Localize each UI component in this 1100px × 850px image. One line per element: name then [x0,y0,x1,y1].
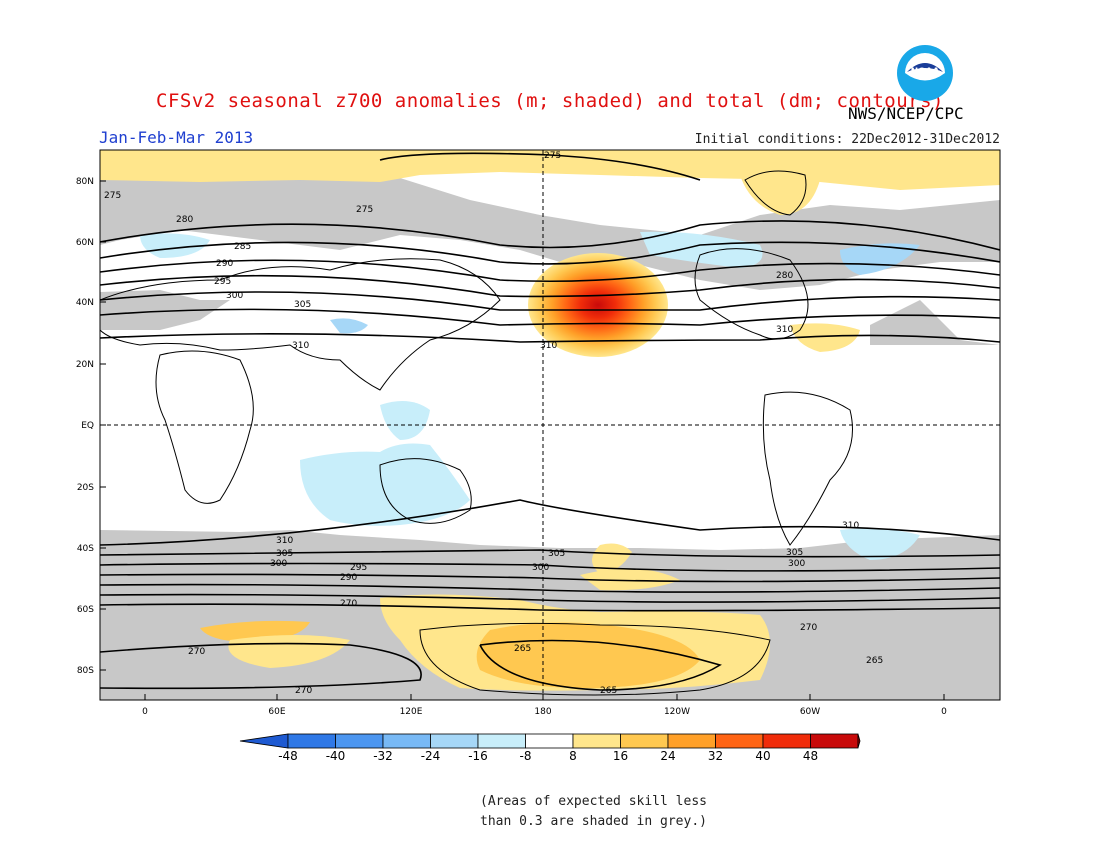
contour-label: 280 [176,215,193,225]
colorbar-box [620,733,669,749]
colorbar-tick-label: -32 [373,749,393,763]
noaa-logo: NOAA [897,45,953,101]
season-label: Jan-Feb-Mar 2013 [99,128,254,147]
colorbar-arrow-right [857,733,861,749]
contour-label: 300 [226,291,243,301]
colorbar-tick-label: 32 [708,749,723,763]
agency-label: NWS/NCEP/CPC [848,104,964,123]
colorbar-tick-label: -24 [421,749,441,763]
coastlines [100,170,853,696]
contour-label: 270 [295,686,312,696]
colorbar-tick-label: 16 [613,749,628,763]
latitude-axis: 80N 60N 40N 20N EQ 20S 40S 60S 80S [76,177,106,676]
contour-label: 305 [548,549,565,559]
map-plot-area: 275 280 285 290 295 300 305 310 275 310 … [100,150,1000,700]
contour-label: 310 [540,341,557,351]
lon-tick-label: 180 [534,707,551,717]
contour-label: 275 [544,151,561,161]
contour-label: 270 [800,623,817,633]
colorbar-box [810,733,859,749]
contour-label: 265 [600,686,617,696]
contour-label: 265 [866,656,883,666]
contour-label: 310 [276,536,293,546]
contour-label: 265 [514,644,531,654]
colorbar-box [335,733,384,749]
lon-tick-label: 0 [941,707,947,717]
contour-label: 310 [292,341,309,351]
colorbar-tick-label: 8 [569,749,577,763]
lat-tick-label: 20N [76,360,94,370]
colorbar-tick-label: -16 [468,749,488,763]
contour-label: 270 [188,647,205,657]
colorbar-box [477,733,526,749]
height-contours [100,152,1000,691]
colorbar-box [667,733,716,749]
lat-tick-label: EQ [81,421,94,431]
lat-tick-label: 80N [76,177,94,187]
lat-tick-label: 20S [77,483,94,493]
contour-label: 275 [104,191,121,201]
contour-label: 310 [776,325,793,335]
colorbar-arrow-left [239,733,289,749]
colorbar-tick-label: -8 [520,749,532,763]
colorbar-box [572,733,621,749]
colorbar-tick-label: 40 [755,749,770,763]
contour-label-group: 275 280 285 290 295 300 305 310 275 310 … [104,191,883,696]
contour-label: 305 [294,300,311,310]
positive-anomaly-shading [100,150,1000,691]
skill-note: (Areas of expected skill less than 0.3 a… [480,792,780,832]
lon-tick-label: 60E [268,707,285,717]
colorbar: -48 -40 -32 -24 -16 -8 8 16 24 32 40 48 [239,733,861,763]
colorbar-tick-label: 48 [803,749,818,763]
contour-label: 300 [270,559,287,569]
lon-tick-label: 120E [400,707,423,717]
colorbar-box [430,733,479,749]
lat-tick-label: 80S [77,666,94,676]
noaa-logo-text: NOAA [911,67,940,77]
negative-anomaly-shading [140,231,920,560]
skill-note-line-1: (Areas of expected skill less [480,794,707,809]
colorbar-tick-label: -40 [326,749,346,763]
contour-label: 290 [340,573,357,583]
contour-label: 300 [788,559,805,569]
lon-tick-label: 120W [664,707,690,717]
contour-label: 295 [214,277,231,287]
colorbar-box [715,733,764,749]
chart-title: CFSv2 seasonal z700 anomalies (m; shaded… [156,90,944,112]
contour-label: 270 [340,599,357,609]
contour-label: 295 [350,563,367,573]
contour-label: 290 [216,259,233,269]
contour-label: 305 [786,548,803,558]
contour-label: 305 [276,549,293,559]
longitude-axis: 0 60E 120E 180 120W 60W 0 [142,694,947,717]
colorbar-box [287,733,336,749]
contour-label: 310 [842,521,859,531]
contour-label: 285 [234,242,251,252]
contour-label: 300 [532,563,549,573]
contour-label: 280 [776,271,793,281]
lat-tick-label: 40N [76,298,94,308]
lat-tick-label: 60S [77,605,94,615]
lon-tick-label: 0 [142,707,148,717]
lat-tick-label: 60N [76,238,94,248]
colorbar-box [762,733,811,749]
skill-note-line-2: than 0.3 are shaded in grey.) [480,814,707,829]
contour-label: 275 [356,205,373,215]
colorbar-tick-label: -48 [278,749,298,763]
lat-tick-label: 40S [77,544,94,554]
colorbar-tick-label: 24 [660,749,675,763]
initial-conditions-label: Initial conditions: 22Dec2012-31Dec2012 [694,132,1000,147]
colorbar-box [382,733,431,749]
colorbar-box [525,733,574,749]
lon-tick-label: 60W [800,707,820,717]
